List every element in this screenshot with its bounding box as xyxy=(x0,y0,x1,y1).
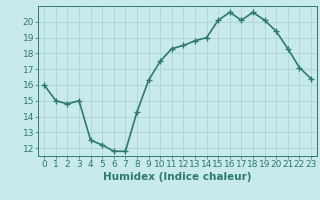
X-axis label: Humidex (Indice chaleur): Humidex (Indice chaleur) xyxy=(103,172,252,182)
